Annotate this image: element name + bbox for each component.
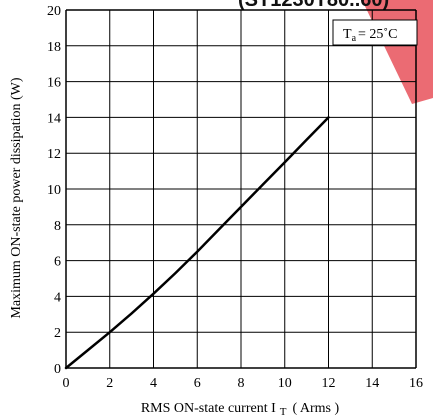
y-tick-label: 14 (47, 111, 61, 126)
x-tick-label: 14 (365, 376, 379, 391)
annotation-text: Ta = 25˚C (343, 27, 397, 44)
annotation-value: = 25˚C (358, 27, 397, 42)
x-tick-label: 8 (238, 376, 245, 391)
chart-title-fragment: (ST1230T80..60) (238, 0, 389, 11)
grid (65, 9, 417, 369)
x-tick-label: 2 (106, 376, 113, 391)
x-tick-label: 10 (278, 376, 292, 391)
x-tick-labels: 0 2 4 6 8 10 12 14 16 (63, 376, 424, 391)
x-tick-label: 4 (150, 376, 157, 391)
y-tick-label: 20 (47, 4, 61, 19)
y-tick-label: 0 (54, 362, 61, 377)
x-tick-label: 16 (409, 376, 423, 391)
y-tick-labels: 0 2 4 6 8 10 12 14 16 18 20 (47, 4, 61, 377)
annotation-subscript: a (352, 33, 357, 44)
x-axis-label-unit: ( Arms ) (292, 401, 339, 416)
y-tick-label: 10 (47, 183, 61, 198)
y-tick-label: 8 (54, 219, 61, 234)
series (64, 116, 330, 370)
x-tick-label: 0 (63, 376, 70, 391)
x-axis-label-subscript: T (280, 406, 287, 418)
y-tick-label: 12 (47, 147, 61, 162)
annotation-label: T (343, 27, 352, 42)
y-tick-label: 2 (54, 326, 61, 341)
y-axis-label: Maximum ON-state power dissipation (W) (9, 77, 24, 318)
y-tick-label: 18 (47, 40, 61, 55)
series-line (64, 116, 330, 370)
y-tick-label: 6 (54, 255, 61, 270)
x-axis-label-main: RMS ON-state current I (141, 401, 276, 416)
x-axis-label: RMS ON-state current I T ( Arms ) (141, 401, 340, 418)
x-tick-label: 12 (322, 376, 336, 391)
annotation-box (332, 19, 418, 46)
y-tick-label: 16 (47, 76, 61, 91)
y-tick-label: 4 (54, 290, 61, 305)
x-tick-label: 6 (194, 376, 201, 391)
